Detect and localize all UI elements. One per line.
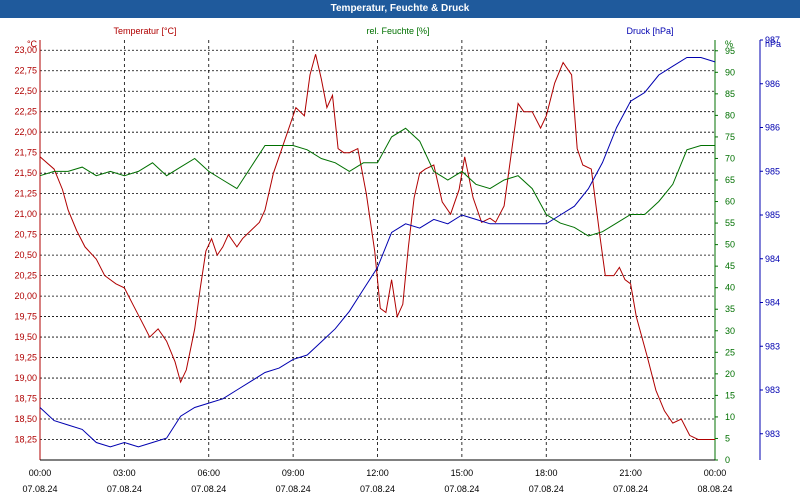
temperature-series-line xyxy=(39,54,715,440)
chart-title: Temperatur, Feuchte & Druck xyxy=(0,0,800,18)
humidity-tick-label: 95 xyxy=(725,46,735,56)
temperature-tick-label: 19,00 xyxy=(14,373,37,383)
temperature-tick-label: 22,25 xyxy=(14,107,37,117)
temperature-tick-label: 21,25 xyxy=(14,189,37,199)
temperature-tick-label: 20,25 xyxy=(14,271,37,281)
humidity-tick-label: 80 xyxy=(725,110,735,120)
humidity-tick-label: 60 xyxy=(725,197,735,207)
x-date-tick-label: 07.08.24 xyxy=(191,484,226,494)
temperature-tick-label: 23,00 xyxy=(14,45,37,55)
x-date-tick-label: 07.08.24 xyxy=(360,484,395,494)
temperature-tick-label: 20,00 xyxy=(14,291,37,301)
x-time-tick-label: 18:00 xyxy=(535,468,558,478)
temperature-tick-label: 20,50 xyxy=(14,250,37,260)
x-date-tick-label: 07.08.24 xyxy=(107,484,142,494)
pressure-axis-label: Druck [hPa] xyxy=(626,26,673,36)
humidity-tick-label: 50 xyxy=(725,240,735,250)
temperature-tick-label: 18,25 xyxy=(14,435,37,445)
pressure-tick-label: 987 xyxy=(765,35,780,45)
x-time-tick-label: 15:00 xyxy=(451,468,474,478)
temperature-tick-label: 22,75 xyxy=(14,66,37,76)
pressure-tick-label: 986 xyxy=(765,123,780,133)
pressure-tick-label: 985 xyxy=(765,166,780,176)
humidity-tick-label: 10 xyxy=(725,412,735,422)
x-time-tick-label: 03:00 xyxy=(113,468,136,478)
x-time-tick-label: 00:00 xyxy=(704,468,727,478)
pressure-unit-label: hPa xyxy=(765,39,781,49)
pressure-tick-label: 986 xyxy=(765,79,780,89)
humidity-tick-label: 20 xyxy=(725,369,735,379)
series-lines xyxy=(39,54,716,448)
humidity-tick-label: 15 xyxy=(725,390,735,400)
pressure-tick-label: 983 xyxy=(765,341,780,351)
pressure-series-line xyxy=(39,57,716,448)
humidity-tick-label: 45 xyxy=(725,261,735,271)
temperature-tick-label: 19,25 xyxy=(14,353,37,363)
temperature-tick-label: 19,50 xyxy=(14,332,37,342)
humidity-tick-label: 35 xyxy=(725,304,735,314)
humidity-axis-label: rel. Feuchte [%] xyxy=(366,26,429,36)
humidity-tick-label: 0 xyxy=(725,455,730,465)
temperature-axis-label: Temperatur [°C] xyxy=(113,26,176,36)
x-time-tick-label: 09:00 xyxy=(282,468,305,478)
humidity-tick-label: 5 xyxy=(725,433,730,443)
temperature-tick-label: 21,50 xyxy=(14,168,37,178)
temperature-tick-label: 22,50 xyxy=(14,86,37,96)
x-time-tick-label: 21:00 xyxy=(619,468,642,478)
temperature-tick-label: 20,75 xyxy=(14,230,37,240)
x-date-tick-label: 07.08.24 xyxy=(444,484,479,494)
temperature-tick-label: 21,75 xyxy=(14,148,37,158)
pressure-tick-label: 983 xyxy=(765,429,780,439)
pressure-tick-label: 984 xyxy=(765,298,780,308)
humidity-tick-label: 65 xyxy=(725,175,735,185)
tick-labels: 18,25 18,50 18,75 19,00 19,25 19,50 19,75 20,00… xyxy=(14,35,780,494)
temperature-tick-label: 18,75 xyxy=(14,394,37,404)
humidity-tick-label: 75 xyxy=(725,132,735,142)
x-date-tick-label: 08.08.24 xyxy=(697,484,732,494)
axes xyxy=(39,39,763,461)
humidity-tick-label: 40 xyxy=(725,283,735,293)
chart-background xyxy=(0,18,800,500)
pressure-tick-label: 984 xyxy=(765,254,780,264)
humidity-series-line xyxy=(39,127,715,237)
pressure-tick-label: 983 xyxy=(765,385,780,395)
x-date-tick-label: 07.08.24 xyxy=(22,484,57,494)
humidity-tick-label: 25 xyxy=(725,347,735,357)
x-time-tick-label: 00:00 xyxy=(29,468,52,478)
humidity-tick-label: 30 xyxy=(725,326,735,336)
x-date-tick-label: 07.08.24 xyxy=(613,484,648,494)
humidity-tick-label: 70 xyxy=(725,153,735,163)
humidity-unit-label: % xyxy=(725,39,733,49)
humidity-tick-label: 85 xyxy=(725,89,735,99)
temperature-tick-label: 22,00 xyxy=(14,127,37,137)
x-date-tick-label: 07.08.24 xyxy=(529,484,564,494)
x-date-tick-label: 07.08.24 xyxy=(276,484,311,494)
x-time-tick-label: 06:00 xyxy=(197,468,220,478)
temperature-tick-label: 18,50 xyxy=(14,414,37,424)
temperature-tick-label: 19,75 xyxy=(14,312,37,322)
humidity-tick-label: 90 xyxy=(725,67,735,77)
grid-lines xyxy=(40,40,715,460)
pressure-tick-label: 985 xyxy=(765,210,780,220)
temperature-tick-label: 21,00 xyxy=(14,209,37,219)
temperature-unit-label: °C xyxy=(27,39,38,49)
humidity-tick-label: 55 xyxy=(725,218,735,228)
x-time-tick-label: 12:00 xyxy=(366,468,389,478)
